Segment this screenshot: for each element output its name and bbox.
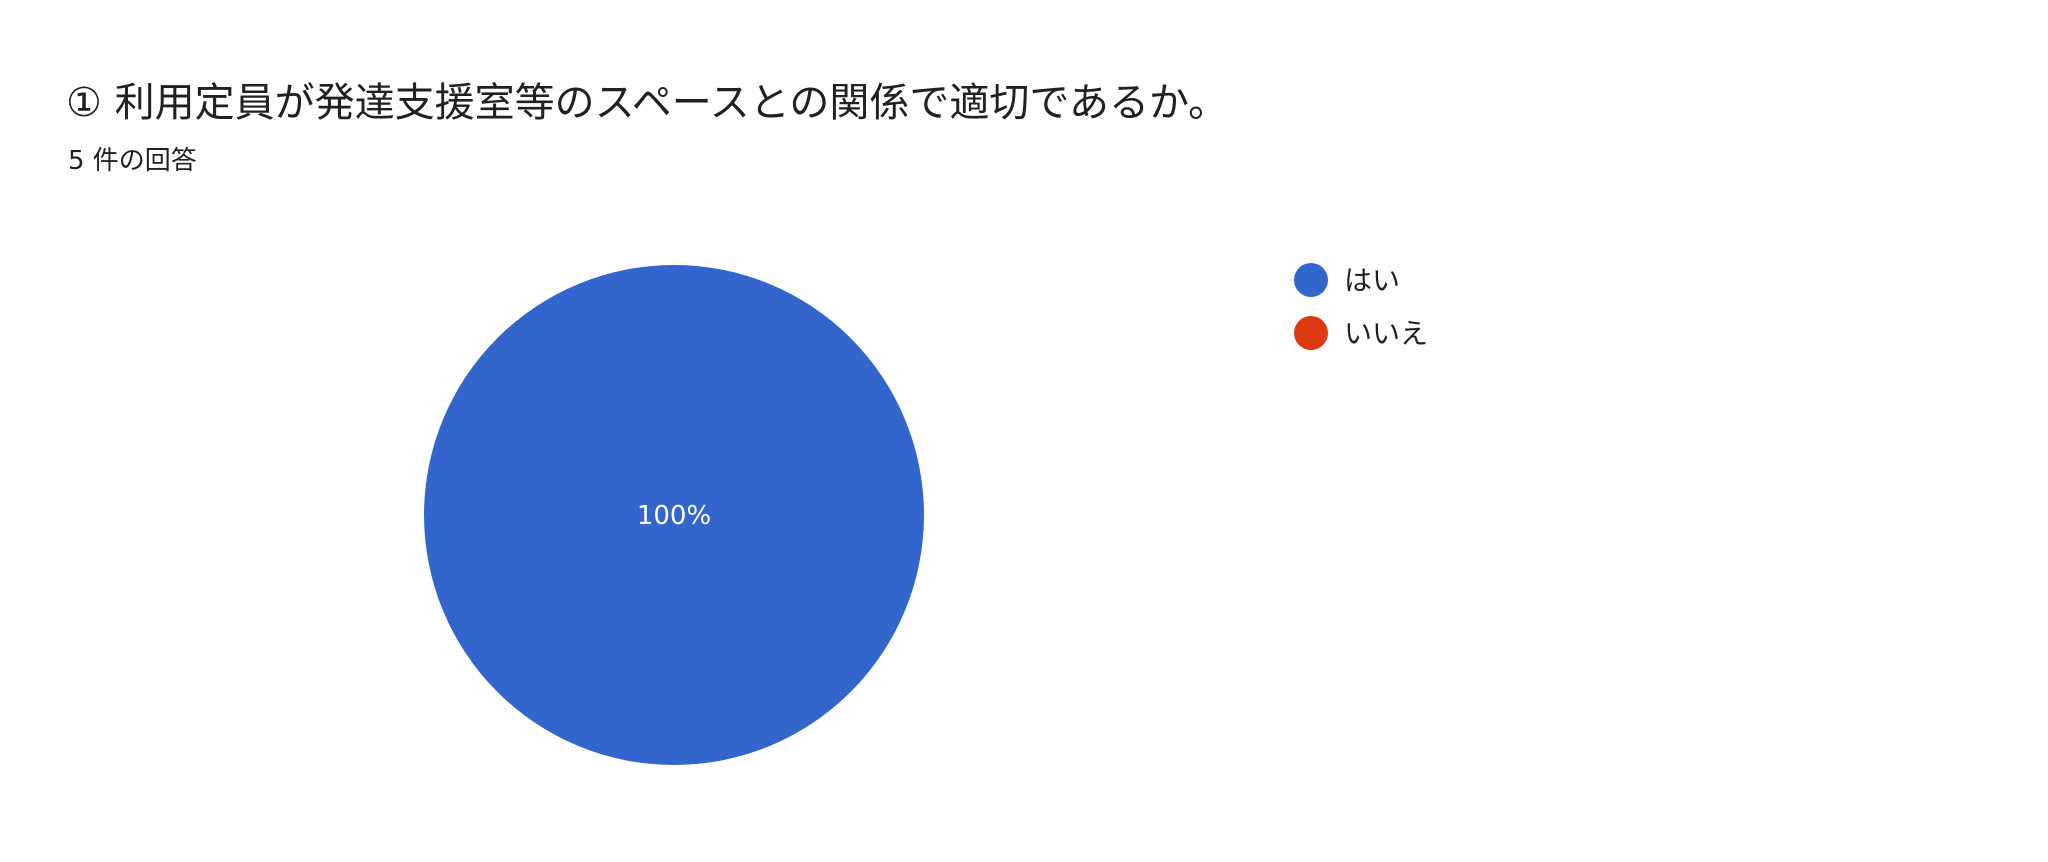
- legend-item[interactable]: いいえ: [1344, 317, 1428, 350]
- chart-title: ① 利用定員が発達支援室等のスペースとの関係で適切であるか。: [66, 80, 1229, 126]
- legend-marker: [1294, 316, 1328, 350]
- pie-slice-0[interactable]: [424, 265, 924, 765]
- slice-percent-label: 100%: [637, 501, 711, 531]
- legend-marker: [1294, 263, 1328, 297]
- legend-item[interactable]: はい: [1344, 264, 1400, 297]
- response-count: 5 件の回答: [68, 146, 197, 176]
